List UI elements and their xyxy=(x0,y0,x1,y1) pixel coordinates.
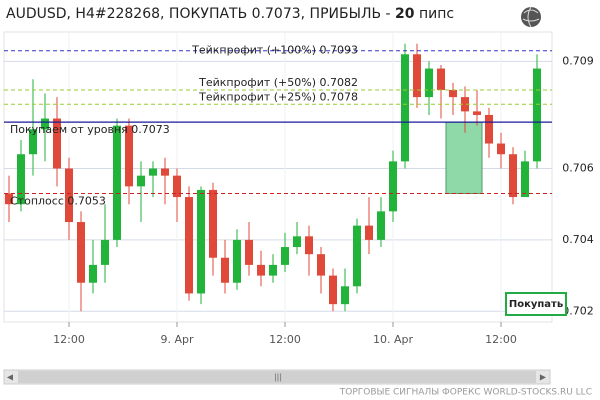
scrollbar[interactable]: ◀ ▶ ||| xyxy=(3,369,551,385)
x-tick-label: 9. Apr xyxy=(160,333,193,346)
candle-body xyxy=(173,175,181,198)
candle-body xyxy=(413,54,421,98)
x-tick-label: 12:00 xyxy=(269,333,301,346)
globe-lines[interactable] xyxy=(522,6,540,28)
candle-body xyxy=(29,129,37,155)
x-tick-label: 10. Apr xyxy=(373,333,413,346)
trade-zone xyxy=(445,121,483,194)
candle-body xyxy=(125,125,133,187)
candle-body xyxy=(149,168,157,176)
candle-body xyxy=(197,189,205,294)
chart-title: AUDUSD, H4#228268, ПОКУПАТЬ 0.7073, ПРИБ… xyxy=(6,6,454,22)
level-label: Тейкпрофит (+50%) 0.7082 xyxy=(198,76,358,89)
candle-body xyxy=(89,264,97,283)
candle-body xyxy=(161,168,169,176)
candle-body xyxy=(425,68,433,98)
candle-body xyxy=(269,264,277,276)
scroll-grip[interactable]: ||| xyxy=(274,373,282,382)
scroll-thumb[interactable] xyxy=(18,371,536,383)
candle-body xyxy=(77,222,85,283)
candle-body xyxy=(437,68,445,90)
level-label: Тейкпрофит (+100%) 0.7093 xyxy=(191,44,358,57)
level-label: Стоплосс 0.7053 xyxy=(10,194,106,207)
candle-body xyxy=(257,264,265,276)
candle-body xyxy=(113,125,121,240)
candle-body xyxy=(53,118,61,169)
candle-body xyxy=(209,189,217,258)
y-tick-label: 0.702 xyxy=(562,304,594,317)
profit: 20 xyxy=(395,6,415,22)
title-prefix: AUDUSD, H4#228268, ПОКУПАТЬ 0.7073, ПРИБ… xyxy=(6,6,395,22)
level-label: Покупаем от уровня 0.7073 xyxy=(10,123,170,136)
buy-button[interactable]: Покупать xyxy=(505,292,567,316)
candle-body xyxy=(509,154,517,198)
candle-body xyxy=(305,236,313,255)
candle-body xyxy=(317,254,325,276)
x-tick-label: 12:00 xyxy=(485,333,517,346)
candle-body xyxy=(497,143,505,155)
candle-body xyxy=(401,54,409,162)
candle-body xyxy=(137,175,145,187)
candle-body xyxy=(521,161,529,198)
candle-body xyxy=(485,114,493,144)
y-tick-label: 0.706 xyxy=(562,162,594,175)
scroll-right[interactable]: ▶ xyxy=(540,373,547,382)
candle-body xyxy=(185,197,193,294)
candle-body xyxy=(221,257,229,283)
scroll-left[interactable]: ◀ xyxy=(7,373,14,382)
candle-body xyxy=(281,247,289,265)
candle-body xyxy=(5,193,13,205)
candle-body xyxy=(293,236,301,248)
candle-body xyxy=(353,225,361,287)
candle-body xyxy=(461,97,469,112)
candle-body xyxy=(101,239,109,265)
globe-icon[interactable] xyxy=(521,6,541,28)
candle-body xyxy=(41,118,49,130)
profit-unit: пипс xyxy=(419,6,454,22)
candle-body xyxy=(341,286,349,305)
candle-body xyxy=(233,239,241,283)
y-tick-label: 0.704 xyxy=(562,233,594,246)
x-tick-label: 12:00 xyxy=(53,333,85,346)
candle-body xyxy=(449,89,457,98)
level-label: Тейкпрофит (+25%) 0.7078 xyxy=(198,90,358,103)
candle-body xyxy=(365,225,373,240)
candle-body xyxy=(65,168,73,223)
candle-body xyxy=(245,239,253,265)
candle-body xyxy=(389,161,397,212)
candle-body xyxy=(533,68,541,162)
button-box[interactable] xyxy=(505,292,567,316)
footer: ТОРГОВЫЕ СИГНАЛЫ ФОРЕКС WORLD-STOCKS.RU … xyxy=(339,388,592,398)
candle-body xyxy=(329,275,337,305)
candle-body xyxy=(377,211,385,240)
candle-body xyxy=(473,111,481,115)
y-tick-label: 0.709 xyxy=(562,54,594,67)
button-label[interactable]: Покупать xyxy=(509,299,563,310)
candle-body xyxy=(17,154,25,205)
